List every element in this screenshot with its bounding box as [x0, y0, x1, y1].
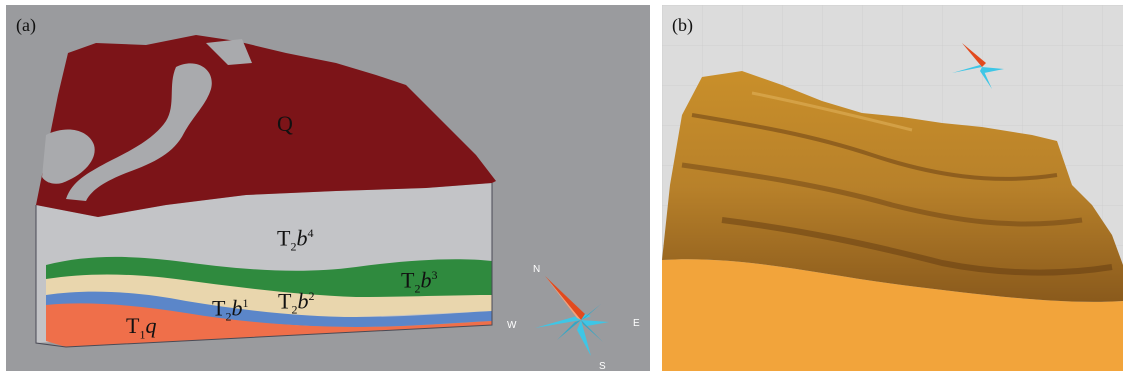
terrain-block-render	[662, 5, 1123, 371]
gray-outcrop	[66, 63, 212, 202]
t2b1-layer	[46, 291, 492, 327]
label-t1q: T1q	[126, 313, 157, 342]
gray-outcrop-top	[206, 39, 252, 65]
geological-block-diagram	[35, 35, 496, 348]
label-t2b3: T2b3	[401, 267, 438, 296]
panel-a-label: (a)	[16, 15, 36, 35]
compass-west-label: W	[507, 320, 517, 331]
beige-layer	[46, 274, 492, 317]
geological-model-panel-a: (a) Q T2b4 T2b3 T2b1 T2b2 T1q N S E W	[6, 5, 650, 371]
q-surface	[36, 35, 496, 217]
compass-north-label: N	[533, 264, 541, 275]
gray-outcrop-left	[42, 129, 95, 184]
compass-east-label: E	[633, 318, 640, 329]
label-t2b2: T2b2	[278, 288, 315, 317]
label-t2b4: T2b4	[277, 225, 314, 254]
t2b3-layer	[46, 256, 492, 306]
t1q-layer	[46, 303, 492, 347]
terrain-model-panel-b: (b)	[662, 5, 1123, 371]
label-q: Q	[277, 111, 293, 136]
compass-rose-icon	[535, 276, 609, 356]
terrain-base	[662, 259, 1123, 371]
label-t2b1: T2b1	[212, 295, 249, 324]
panel-b-label: (b)	[672, 15, 693, 35]
compass-rose-small-icon	[952, 43, 1004, 89]
compass-south-label: S	[599, 361, 606, 371]
